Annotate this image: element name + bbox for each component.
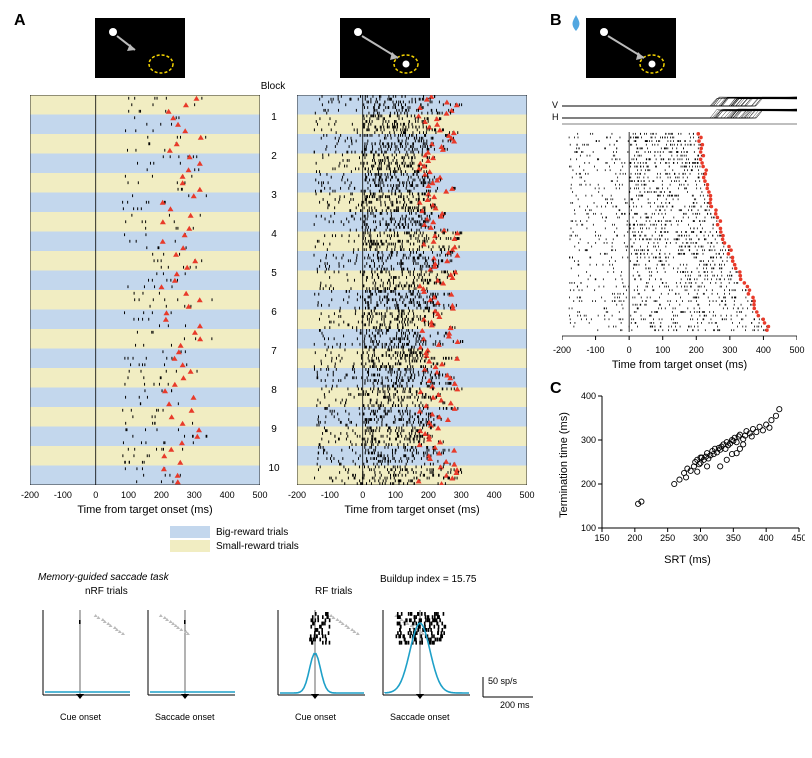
tick-label: -200 xyxy=(550,345,574,355)
sps-label: 50 sp/s xyxy=(488,676,517,686)
block-number: 4 xyxy=(264,215,284,254)
cue-onset-2: Cue onset xyxy=(295,712,336,722)
panel-a-legend: Big-reward trials Small-reward trials xyxy=(170,526,299,552)
reward-drop-icon xyxy=(570,14,582,32)
block-number: 7 xyxy=(264,332,284,371)
tick-label: 0 xyxy=(351,490,375,500)
panel-b-v-label: V xyxy=(552,100,558,110)
bottom-panel-rf-sac xyxy=(375,600,475,710)
panel-b-stimulus xyxy=(586,18,676,78)
panel-b-plot xyxy=(562,88,797,343)
tick-label: -200 xyxy=(18,490,42,500)
panel-b-xticks: -200-1000100200300400500 xyxy=(562,345,797,357)
block-header: Block xyxy=(253,81,293,92)
panel-c-xlabel: SRT (ms) xyxy=(570,554,805,566)
tick-label: -100 xyxy=(584,345,608,355)
block-number: 6 xyxy=(264,293,284,332)
tick-label: -100 xyxy=(318,490,342,500)
block-number: 5 xyxy=(264,254,284,293)
rf-label: RF trials xyxy=(315,586,352,597)
tick-label: 0 xyxy=(617,345,641,355)
buildup-index: Buildup index = 15.75 xyxy=(380,574,476,585)
tick-label: 400 xyxy=(482,490,506,500)
tick-label: 300 xyxy=(182,490,206,500)
panel-b-xlabel: Time from target onset (ms) xyxy=(562,359,797,371)
tick-label: 0 xyxy=(84,490,108,500)
tick-label: 100 xyxy=(117,490,141,500)
bottom-panel-nrf-sac xyxy=(140,600,240,710)
panel-a-right-xticks: -200-1000100200300400500 xyxy=(297,490,527,502)
tick-label: 200 xyxy=(416,490,440,500)
panel-a-left-stimulus xyxy=(95,18,185,78)
bottom-panel-rf-cue xyxy=(270,600,370,710)
nrf-label: nRF trials xyxy=(85,586,128,597)
panel-a-right-stimulus xyxy=(340,18,430,78)
block-number: 1 xyxy=(264,98,284,137)
tick-label: 200 xyxy=(149,490,173,500)
tick-label: 100 xyxy=(651,345,675,355)
cue-onset-1: Cue onset xyxy=(60,712,101,722)
panel-a-label: A xyxy=(14,12,26,30)
block-number: 3 xyxy=(264,176,284,215)
legend-swatch-big xyxy=(170,526,210,538)
tick-label: 400 xyxy=(215,490,239,500)
block-number: 2 xyxy=(264,137,284,176)
tick-label: 500 xyxy=(785,345,809,355)
ms-label: 200 ms xyxy=(500,700,530,710)
block-number: 9 xyxy=(264,410,284,449)
block-number: 10 xyxy=(264,449,284,488)
tick-label: 100 xyxy=(384,490,408,500)
block-number: 8 xyxy=(264,371,284,410)
legend-label-small: Small-reward trials xyxy=(216,541,299,552)
sac-onset-2: Saccade onset xyxy=(390,712,450,722)
panel-a-right-raster xyxy=(297,95,527,485)
panel-a-left-xlabel: Time from target onset (ms) xyxy=(30,504,260,516)
panel-b-label: B xyxy=(550,12,562,30)
sac-onset-1: Saccade onset xyxy=(155,712,215,722)
task-label: Memory-guided saccade task xyxy=(38,572,169,583)
panel-b-h-label: H xyxy=(552,112,559,122)
panel-c-ylabel: Termination time (ms) xyxy=(558,385,570,545)
tick-label: 400 xyxy=(751,345,775,355)
panel-c-scatter: 150200250300350400450100200300400 xyxy=(570,390,805,550)
tick-label: 200 xyxy=(684,345,708,355)
tick-label: 300 xyxy=(718,345,742,355)
figure-root: A Block 12345678910 -200-100010020030040… xyxy=(10,10,802,748)
tick-label: -200 xyxy=(285,490,309,500)
panel-a-left-xticks: -200-1000100200300400500 xyxy=(30,490,260,502)
block-numbers: 12345678910 xyxy=(264,98,284,488)
tick-label: 300 xyxy=(449,490,473,500)
tick-label: 500 xyxy=(248,490,272,500)
tick-label: -100 xyxy=(51,490,75,500)
bottom-panel-nrf-cue xyxy=(35,600,135,710)
panel-a-right-xlabel: Time from target onset (ms) xyxy=(297,504,527,516)
panel-a-left-raster xyxy=(30,95,260,485)
legend-swatch-small xyxy=(170,540,210,552)
legend-label-big: Big-reward trials xyxy=(216,527,288,538)
tick-label: 500 xyxy=(515,490,539,500)
